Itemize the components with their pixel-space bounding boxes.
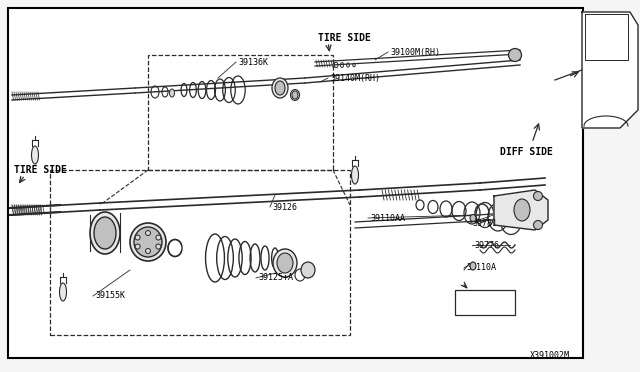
Text: DIFF SIDE: DIFF SIDE [500,147,553,157]
Ellipse shape [273,249,297,277]
Bar [8,8,583,358]
Ellipse shape [272,78,288,98]
Text: 39110AA: 39110AA [370,214,405,222]
Ellipse shape [156,244,161,249]
Bar [148,55,333,170]
Ellipse shape [156,235,161,240]
Ellipse shape [291,90,300,100]
Ellipse shape [514,199,530,221]
Text: DIFF
SIDE: DIFF SIDE [474,292,496,312]
Ellipse shape [275,81,285,95]
Polygon shape [582,12,638,128]
Text: 39136K: 39136K [238,58,268,67]
Ellipse shape [470,262,476,270]
Ellipse shape [534,221,543,230]
Ellipse shape [60,283,67,301]
Ellipse shape [145,231,150,235]
Text: 39126: 39126 [272,202,297,212]
Ellipse shape [90,212,120,254]
Ellipse shape [534,192,543,201]
Text: 39140M(RH): 39140M(RH) [330,74,380,83]
Text: X391002M: X391002M [530,352,570,360]
Ellipse shape [292,91,298,99]
Text: TIRE SIDE: TIRE SIDE [318,33,371,43]
Text: 39776: 39776 [474,241,499,250]
Text: 39110A: 39110A [466,263,496,273]
Ellipse shape [170,89,175,97]
Ellipse shape [509,48,522,61]
Ellipse shape [94,217,116,249]
Ellipse shape [135,235,140,240]
Text: 39155K: 39155K [95,292,125,301]
Text: 39781: 39781 [472,218,497,228]
Ellipse shape [351,166,358,184]
Ellipse shape [31,146,38,164]
Text: 39125+A: 39125+A [258,273,293,282]
Bar [50,170,350,335]
Ellipse shape [135,244,140,249]
Ellipse shape [277,253,293,273]
Bar [455,290,515,315]
Ellipse shape [301,262,315,278]
Text: 39100M(RH): 39100M(RH) [390,48,440,57]
Ellipse shape [130,223,166,261]
Ellipse shape [470,215,476,221]
Polygon shape [494,190,548,230]
Ellipse shape [134,227,162,257]
Ellipse shape [145,248,150,253]
Text: TIRE SIDE: TIRE SIDE [14,165,67,175]
